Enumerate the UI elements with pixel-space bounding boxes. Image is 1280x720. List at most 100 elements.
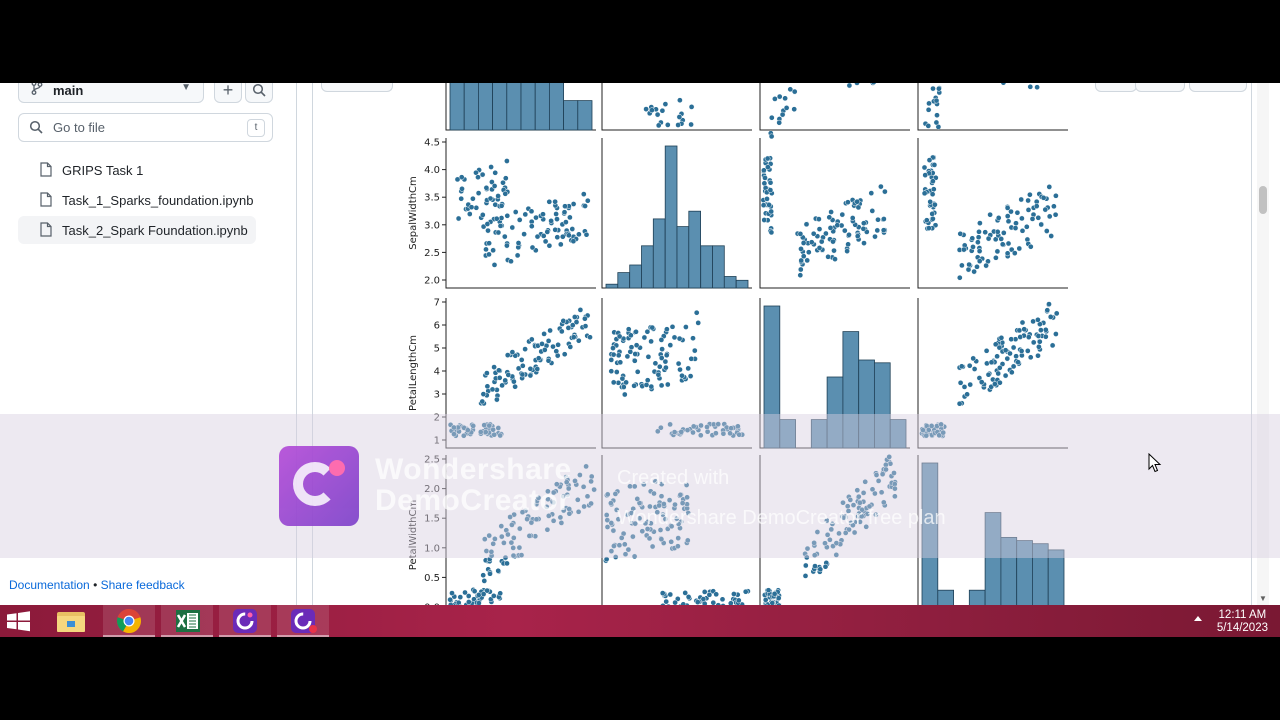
add-file-button[interactable]: + — [214, 83, 242, 103]
scatter-point — [616, 542, 623, 549]
share-feedback-link[interactable]: Share feedback — [100, 578, 185, 592]
scatter-point — [468, 204, 475, 211]
scatter-point — [535, 494, 542, 501]
taskbar-democreator[interactable] — [219, 605, 271, 637]
scatter-point — [527, 365, 534, 372]
file-item-grips-task-1[interactable]: GRIPS Task 1 — [18, 156, 256, 184]
scatter-point — [975, 239, 981, 246]
go-to-file-search[interactable]: t — [18, 113, 273, 142]
histogram-bar — [520, 83, 536, 131]
scatter-point — [680, 601, 687, 605]
histogram-bar — [937, 589, 954, 605]
scatter-point — [528, 519, 535, 526]
system-clock[interactable]: 12:11 AM 5/14/2023 — [1217, 609, 1268, 635]
scatter-point — [479, 171, 486, 178]
scatter-point — [763, 603, 768, 605]
scatter-point — [486, 251, 492, 258]
scatter-point — [658, 424, 664, 431]
search-icon — [252, 83, 266, 101]
scatter-point — [604, 517, 611, 523]
scatter-point — [516, 217, 523, 223]
histogram-bar — [712, 245, 725, 289]
toolbar-button[interactable] — [321, 83, 393, 92]
scatter-point — [977, 220, 983, 226]
scrollbar-thumb[interactable] — [1259, 186, 1267, 214]
scatter-point — [798, 246, 804, 252]
scatter-point — [863, 523, 870, 530]
scatter-point — [561, 351, 568, 358]
scatter-point — [706, 591, 713, 598]
scatter-point — [1017, 334, 1024, 340]
scatter-point — [616, 333, 623, 340]
scatter-point — [504, 560, 510, 567]
toolbar-button[interactable] — [1095, 83, 1137, 92]
scatter-point — [480, 591, 487, 597]
search-code-button[interactable] — [245, 83, 273, 103]
branch-selector[interactable]: main ▼ — [18, 83, 204, 103]
scatter-point — [659, 107, 666, 114]
scatter-point — [992, 341, 999, 348]
file-item-task-2[interactable]: Task_2_Spark Foundation.ipynb — [18, 216, 256, 244]
toolbar-button[interactable] — [1135, 83, 1185, 92]
search-input[interactable] — [51, 119, 235, 136]
scatter-point — [664, 122, 671, 128]
scatter-point — [1036, 343, 1042, 350]
scatter-point — [861, 240, 867, 246]
taskbar-democreator-recording[interactable] — [277, 605, 329, 637]
scatter-point — [563, 219, 569, 225]
scatter-point — [491, 431, 498, 438]
scatter-point — [639, 528, 646, 535]
scatter-point — [558, 520, 565, 526]
scatter-point — [584, 197, 591, 204]
scatter-point — [880, 227, 887, 234]
scatter-point — [1016, 327, 1023, 334]
taskbar-file-explorer[interactable] — [45, 605, 97, 637]
show-hidden-icons-arrow[interactable] — [1194, 616, 1202, 621]
scatter-point — [501, 233, 508, 240]
scatter-point — [486, 532, 493, 539]
scatter-point — [1000, 230, 1007, 236]
scatter-point — [679, 500, 686, 506]
scatter-point — [675, 535, 682, 541]
scatter-point — [560, 318, 567, 324]
y-tick-label: 2.5 — [424, 455, 440, 466]
scatter-point — [891, 470, 897, 476]
scatter-point — [827, 536, 833, 543]
scatter-point — [519, 371, 526, 378]
scatter-point — [553, 348, 560, 355]
scatter-point — [511, 378, 517, 385]
file-item-task-1[interactable]: Task_1_Sparks_foundation.ipynb — [18, 186, 256, 214]
pairplot-chart: 4.5 4.0 3.5 3.0 2.5 2.0 SepalWidthCm 7 6 5 4 3 2 1 Pet… — [408, 83, 1068, 605]
documentation-link[interactable]: Documentation — [9, 578, 90, 592]
taskbar-chrome[interactable] — [103, 605, 155, 637]
scatter-point — [854, 487, 861, 494]
scatter-point — [676, 335, 683, 342]
scatter-point — [816, 216, 822, 222]
scatter-point — [489, 386, 496, 393]
toolbar-button[interactable] — [1189, 83, 1247, 92]
scroll-down-arrow[interactable]: ▼ — [1259, 594, 1267, 603]
scatter-point — [787, 86, 794, 93]
scatter-point — [534, 366, 541, 372]
vertical-scrollbar[interactable]: ▼ — [1257, 83, 1269, 605]
scatter-point — [878, 489, 885, 496]
y-axis-label: PetalWidthCm — [408, 500, 419, 570]
folder-icon — [45, 612, 97, 641]
scatter-point — [1040, 194, 1047, 201]
scatter-point — [519, 509, 526, 516]
scatter-point — [875, 216, 881, 223]
scatter-point — [648, 383, 655, 390]
taskbar-excel[interactable] — [161, 605, 213, 637]
scatter-point — [541, 331, 547, 337]
scatter-point — [510, 535, 517, 541]
scatter-point — [690, 423, 697, 430]
scatter-point — [557, 241, 564, 248]
scatter-point — [455, 215, 462, 222]
scatter-point — [961, 384, 968, 390]
start-button[interactable] — [0, 605, 38, 637]
scatter-point — [710, 599, 717, 605]
file-icon — [40, 222, 52, 240]
panel-axes — [917, 138, 1068, 289]
scatter-point — [509, 224, 516, 231]
file-name: Task_2_Spark Foundation.ipynb — [62, 223, 248, 238]
